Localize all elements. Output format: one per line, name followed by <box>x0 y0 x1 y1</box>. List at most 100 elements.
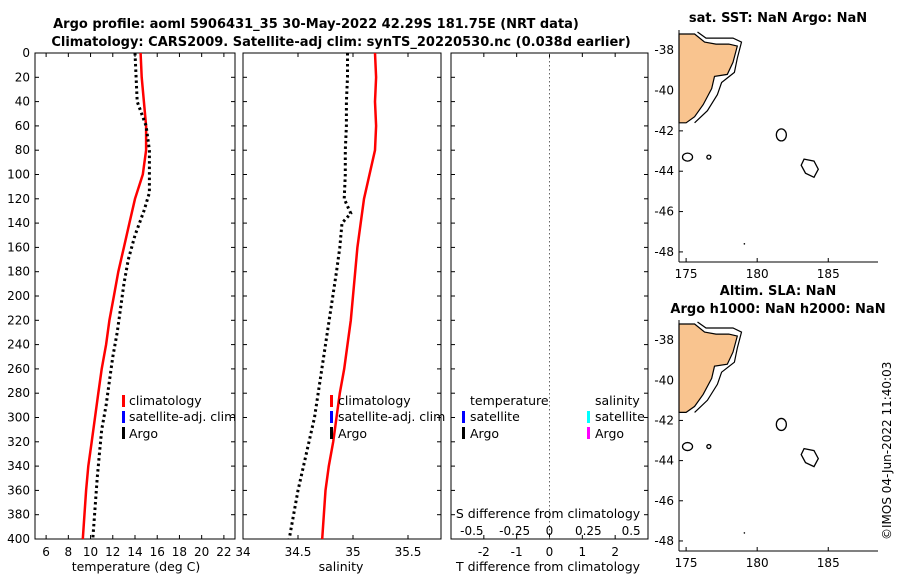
x-tick-label: 2 <box>611 545 619 559</box>
sst-map-title: sat. SST: NaN Argo: NaN <box>689 11 867 26</box>
top-x-tick-label: 0.25 <box>575 524 602 538</box>
x-tick-label: 0 <box>546 545 554 559</box>
land-north-island <box>678 323 739 413</box>
y-tick-label: 80 <box>15 143 30 157</box>
chatham-islands-contour <box>800 447 820 468</box>
map-y-tick-label: -40 <box>654 84 674 98</box>
legend-label-argo: Argo <box>129 426 158 441</box>
island-contour <box>775 417 787 432</box>
legend-heading-salinity: salinity <box>595 393 640 408</box>
legend-swatch-s-argo <box>587 427 590 439</box>
island-contour <box>775 128 787 142</box>
map-y-tick-label: -38 <box>654 43 674 57</box>
map-x-tick-label: 185 <box>817 267 840 281</box>
y-tick-label: 340 <box>7 459 30 473</box>
y-tick-label: 100 <box>7 168 30 182</box>
legend-label-t-argo: Argo <box>470 426 499 441</box>
y-tick-label: 280 <box>7 386 30 400</box>
legend-swatch-s-satellite <box>587 411 590 423</box>
salinity-panel: 34 34.5 35 35.5 <box>235 52 442 559</box>
series-argo <box>287 53 353 540</box>
legend-swatch-t-satellite <box>462 411 465 423</box>
series-argo <box>91 52 151 540</box>
map-x-tick-label: 180 <box>746 267 769 281</box>
island-contour <box>681 441 694 452</box>
map-y-tick-label: -48 <box>654 534 674 548</box>
legend-label-satellite-adj: satellite-adj. clim <box>338 409 445 424</box>
map-y-tick-label: -46 <box>654 205 674 219</box>
depth-contour <box>694 31 743 124</box>
x-tick-label: 12 <box>105 545 120 559</box>
map-y-tick-label: -38 <box>654 333 674 347</box>
y-tick-label: 380 <box>7 508 30 522</box>
legend-label-s-argo: Argo <box>595 426 624 441</box>
legend-heading-temperature: temperature <box>470 393 549 408</box>
salinity-axis-label: salinity <box>319 559 364 574</box>
sla-map-title-line-1: Altim. SLA: NaN <box>720 284 836 299</box>
island-dot <box>743 532 746 534</box>
plot-frame <box>34 52 236 540</box>
map-x-tick-label: 180 <box>746 556 769 570</box>
y-tick-label: 320 <box>7 435 30 449</box>
figure-title-line-2: Climatology: CARS2009. Satellite-adj cli… <box>51 35 630 50</box>
x-tick-label: 20 <box>194 545 209 559</box>
x-tick-label: 6 <box>42 545 50 559</box>
temperature-panel: 0 20 40 60 80 100 120 140 160 180 200 220 240 260 280 3… <box>7 46 236 559</box>
legend-label-s-satellite: satellite <box>595 409 645 424</box>
top-x-tick-label: 0 <box>546 524 554 538</box>
y-tick-label: 400 <box>7 532 30 546</box>
map-y-tick-label: -42 <box>654 124 674 138</box>
y-tick-label: 20 <box>15 70 30 84</box>
top-x-tick-label: 0.5 <box>622 524 641 538</box>
x-tick-label: -2 <box>478 545 490 559</box>
x-tick-label: 8 <box>65 545 73 559</box>
legend-swatch-climatology <box>122 395 125 407</box>
land-north-island <box>678 33 739 124</box>
y-tick-label: 40 <box>15 95 30 109</box>
map-y-tick-label: -40 <box>654 373 674 387</box>
series-climatology <box>320 52 378 540</box>
map-x-tick-label: 175 <box>675 556 698 570</box>
series-climatology <box>81 52 148 540</box>
plot-frame <box>242 52 442 540</box>
map-y-tick-label: -44 <box>654 164 674 178</box>
depth-contour <box>694 321 743 413</box>
timestamp: ©IMOS 04-Jun-2022 11:40:03 <box>880 362 894 540</box>
x-tick-label: 22 <box>216 545 231 559</box>
difference-panel: -2 -1 0 1 2 -0.5 -0.25 0 0.25 0.5 <box>450 52 649 559</box>
map-y-tick-label: -48 <box>654 245 674 259</box>
figure-title-line-1: Argo profile: aoml 5906431_35 30-May-202… <box>53 17 579 32</box>
y-tick-label: 200 <box>7 289 30 303</box>
map-y-tick-label: -42 <box>654 413 674 427</box>
top-x-tick-label: -0.25 <box>499 524 530 538</box>
legend-swatch-satellite-adj <box>122 411 125 423</box>
map-x-tick-label: 185 <box>817 556 840 570</box>
legend-swatch-argo <box>330 427 333 439</box>
x-tick-label: 35.5 <box>395 545 422 559</box>
x-tick-label: 34.5 <box>285 545 312 559</box>
map-x-tick-label: 175 <box>675 267 698 281</box>
y-tick-label: 60 <box>15 119 30 133</box>
y-tick-label: 140 <box>7 216 30 230</box>
y-tick-label: 0 <box>22 46 30 60</box>
legend-swatch-argo <box>122 427 125 439</box>
x-tick-label: 10 <box>83 545 98 559</box>
legend-label-t-satellite: satellite <box>470 409 520 424</box>
y-tick-label: 300 <box>7 411 30 425</box>
legend-swatch-satellite-adj <box>330 411 333 423</box>
y-tick-label: 360 <box>7 483 30 497</box>
s-difference-axis-label: S difference from climatology <box>456 506 641 521</box>
y-tick-label: 220 <box>7 313 30 327</box>
sla-map-title-line-2: Argo h1000: NaN h2000: NaN <box>670 302 885 317</box>
salinity-legend: climatology satellite-adj. clim Argo <box>330 393 445 441</box>
island-contour <box>706 443 712 450</box>
map-y-tick-label: -46 <box>654 494 674 508</box>
chatham-islands-contour <box>800 158 820 179</box>
legend-label-climatology: climatology <box>338 393 411 408</box>
legend-label-climatology: climatology <box>129 393 202 408</box>
legend-swatch-climatology <box>330 395 333 407</box>
y-tick-label: 240 <box>7 338 30 352</box>
